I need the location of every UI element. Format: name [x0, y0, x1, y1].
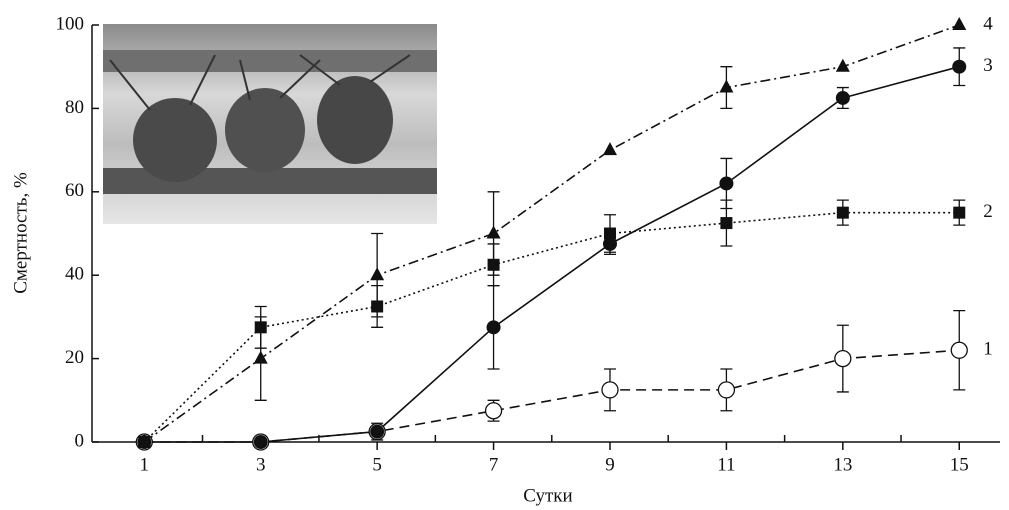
marker: [370, 267, 384, 280]
x-tick-label: 11: [717, 454, 735, 475]
marker: [719, 176, 733, 190]
y-tick-label: 20: [65, 347, 84, 368]
marker: [720, 217, 732, 229]
marker: [953, 207, 965, 219]
x-tick-label: 9: [605, 454, 615, 475]
series-label: 1: [983, 339, 993, 360]
x-tick-label: 1: [140, 454, 150, 475]
marker: [254, 435, 268, 449]
marker: [603, 237, 617, 251]
marker: [487, 226, 501, 239]
y-axis-label: Смертность, %: [10, 172, 31, 294]
y-tick-label: 80: [65, 97, 84, 118]
y-tick-label: 40: [65, 264, 84, 285]
marker: [603, 142, 617, 155]
marker: [254, 351, 268, 364]
chart: Сутки Смертность, % 02040608010013579111…: [0, 0, 1009, 510]
marker: [488, 259, 500, 271]
y-tick-label: 0: [75, 430, 85, 451]
x-tick-label: 5: [372, 454, 382, 475]
marker: [602, 382, 618, 398]
marker: [836, 91, 850, 105]
marker: [371, 300, 383, 312]
x-tick-label: 7: [489, 454, 499, 475]
marker: [952, 17, 966, 30]
marker: [952, 60, 966, 74]
marker: [951, 342, 967, 358]
x-tick-label: 15: [950, 454, 969, 475]
x-axis-label: Сутки: [523, 485, 572, 506]
series-label: 4: [983, 13, 993, 34]
marker: [719, 80, 733, 93]
marker: [835, 351, 851, 367]
y-tick-label: 60: [65, 180, 84, 201]
x-tick-label: 13: [833, 454, 852, 475]
marker: [486, 403, 502, 419]
series-label: 2: [983, 201, 993, 222]
marker: [487, 320, 501, 334]
y-tick-label: 100: [56, 13, 85, 34]
marker: [837, 207, 849, 219]
marker: [255, 321, 267, 333]
marker: [370, 425, 384, 439]
x-tick-label: 3: [256, 454, 266, 475]
series-label: 3: [983, 55, 993, 76]
inset-photo: [103, 24, 437, 224]
marker: [718, 382, 734, 398]
